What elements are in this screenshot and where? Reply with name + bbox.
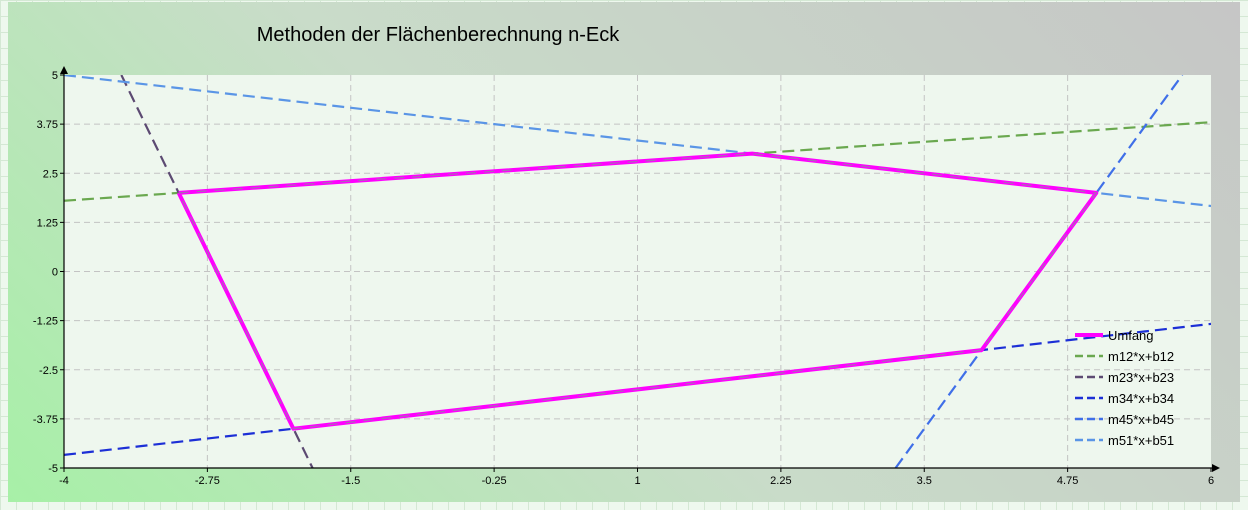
- x-tick-label: 3.5: [917, 475, 932, 487]
- y-tick-label: -3.75: [33, 414, 58, 426]
- x-tick-label: -1.5: [341, 475, 360, 487]
- y-tick-label: 5: [52, 70, 58, 82]
- series-group: [64, 75, 1211, 468]
- y-tick-label: -1.25: [33, 316, 58, 328]
- x-tick-label: -4: [59, 475, 69, 487]
- chart-svg: Methoden der Flächenberechnung n-Eck -4-…: [33, 24, 1220, 487]
- x-axis-arrow: [1212, 464, 1220, 472]
- chart-title: Methoden der Flächenberechnung n-Eck: [257, 24, 620, 46]
- legend-label: Umfang: [1108, 328, 1154, 343]
- series-line-umfang: [176, 151, 1099, 431]
- y-tick-label: 0: [52, 267, 58, 279]
- plot-area: -4 -2.75 -1.5 -0.25 1 2.25 3.5 4.75 6 5 3.75 2.5 1.2…: [33, 66, 1220, 487]
- chart-panel: Methoden der Flächenberechnung n-Eck -4-…: [8, 2, 1240, 502]
- x-tick-label: 6: [1208, 475, 1214, 487]
- x-tick-label: -2.75: [195, 475, 220, 487]
- y-axis-arrow: [60, 66, 68, 74]
- y-tick-label: -5: [48, 463, 58, 475]
- legend-label: m12*x+b12: [1108, 349, 1174, 364]
- y-tick-label: 3.75: [37, 119, 58, 131]
- x-tick-label: 1: [634, 475, 640, 487]
- legend-label: m34*x+b34: [1108, 391, 1174, 406]
- legend-label: m51*x+b51: [1108, 433, 1174, 448]
- legend-label: m23*x+b23: [1108, 370, 1174, 385]
- y-tick-label: -2.5: [39, 365, 58, 377]
- x-tick-label: 4.75: [1057, 475, 1078, 487]
- y-tick-label: 1.25: [37, 217, 58, 229]
- x-tick-label: -0.25: [482, 475, 507, 487]
- y-tick-label: 2.5: [43, 168, 58, 180]
- legend-label: m45*x+b45: [1108, 412, 1174, 427]
- x-tick-label: 2.25: [770, 475, 791, 487]
